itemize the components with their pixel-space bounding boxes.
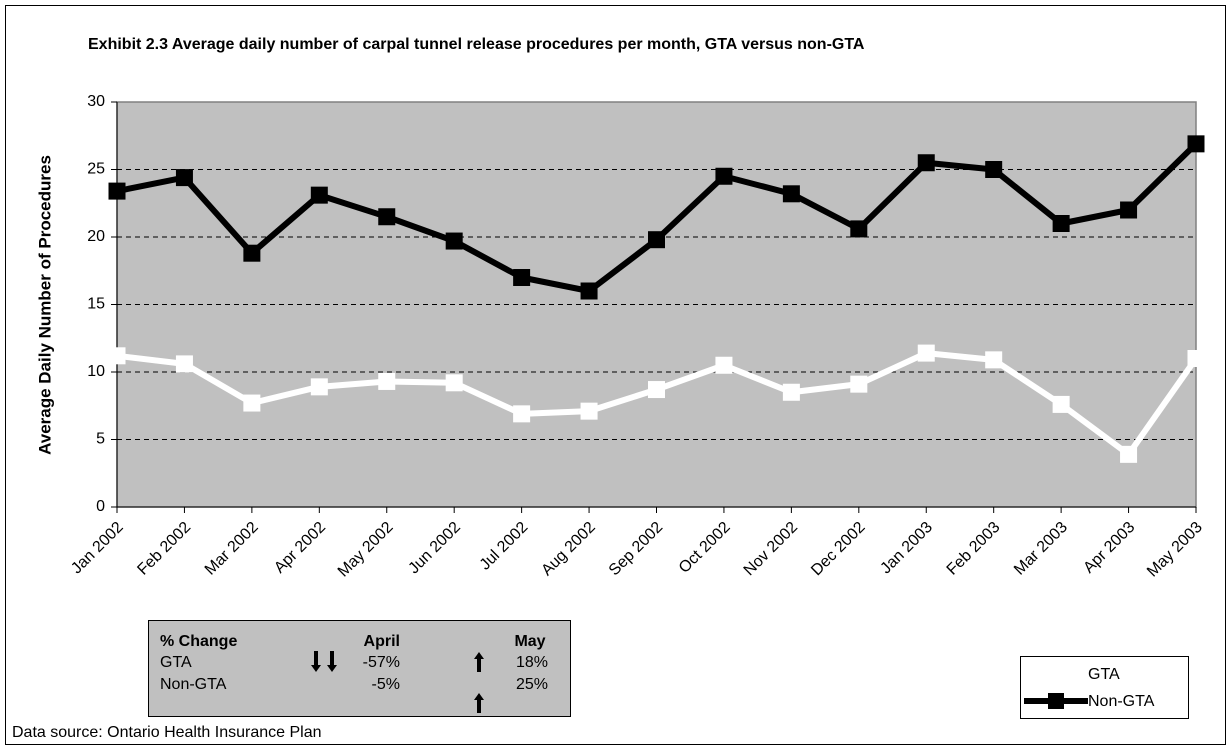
plot-area — [116, 101, 1197, 508]
marker — [175, 169, 193, 187]
marker — [243, 394, 261, 412]
arrows — [311, 651, 484, 713]
table-header: May — [514, 633, 545, 650]
marker — [310, 186, 328, 204]
marker — [580, 282, 598, 300]
marker — [445, 232, 463, 250]
marker — [1052, 215, 1070, 232]
source-note: Data source: Ontario Health Insurance Pl… — [12, 724, 322, 741]
marker — [917, 154, 935, 172]
table-cell: 18% — [516, 654, 548, 671]
marker — [378, 372, 396, 390]
marker — [782, 383, 800, 401]
table-header: % Change — [160, 633, 237, 650]
y-axis-label: Average Daily Number of Procedures — [35, 155, 54, 455]
marker — [108, 347, 126, 365]
marker — [1187, 350, 1205, 367]
marker — [648, 381, 665, 399]
table-cell: 25% — [516, 676, 548, 693]
marker — [310, 378, 328, 396]
marker — [378, 208, 396, 226]
marker — [1120, 201, 1138, 219]
y-tick-label: 5 — [96, 431, 105, 448]
marker — [782, 185, 800, 203]
marker — [715, 167, 733, 185]
legend-marker — [1048, 666, 1064, 682]
marker — [1187, 135, 1205, 153]
y-tick-label: 20 — [87, 228, 105, 245]
y-tick-label: 15 — [87, 296, 105, 313]
chart-title: Exhibit 2.3 Average daily number of carp… — [88, 36, 865, 53]
marker — [513, 269, 531, 286]
y-tick-label: 0 — [96, 498, 105, 515]
marker — [850, 220, 868, 238]
marker — [580, 402, 598, 420]
marker — [243, 244, 261, 262]
table-cell: GTA — [160, 654, 192, 671]
y-tick-label: 25 — [87, 161, 105, 178]
table-header: April — [364, 633, 400, 650]
marker — [445, 374, 463, 392]
legend-marker — [1048, 693, 1064, 709]
marker — [985, 161, 1003, 178]
legend-label: Non-GTA — [1088, 693, 1155, 710]
table-cell: -57% — [363, 654, 400, 671]
marker — [1120, 445, 1138, 463]
marker — [513, 405, 531, 423]
legend-label: GTA — [1088, 666, 1120, 683]
marker — [985, 351, 1003, 369]
marker — [917, 344, 935, 362]
table-cell: -5% — [372, 676, 400, 693]
marker — [175, 355, 193, 373]
marker — [715, 356, 733, 374]
y-tick-label: 10 — [87, 363, 105, 380]
table-cell: Non-GTA — [160, 676, 227, 693]
y-tick-label: 30 — [87, 93, 105, 110]
marker — [648, 231, 665, 249]
change-table — [148, 620, 571, 717]
marker — [850, 375, 868, 393]
marker — [1052, 395, 1070, 413]
marker — [108, 182, 126, 200]
